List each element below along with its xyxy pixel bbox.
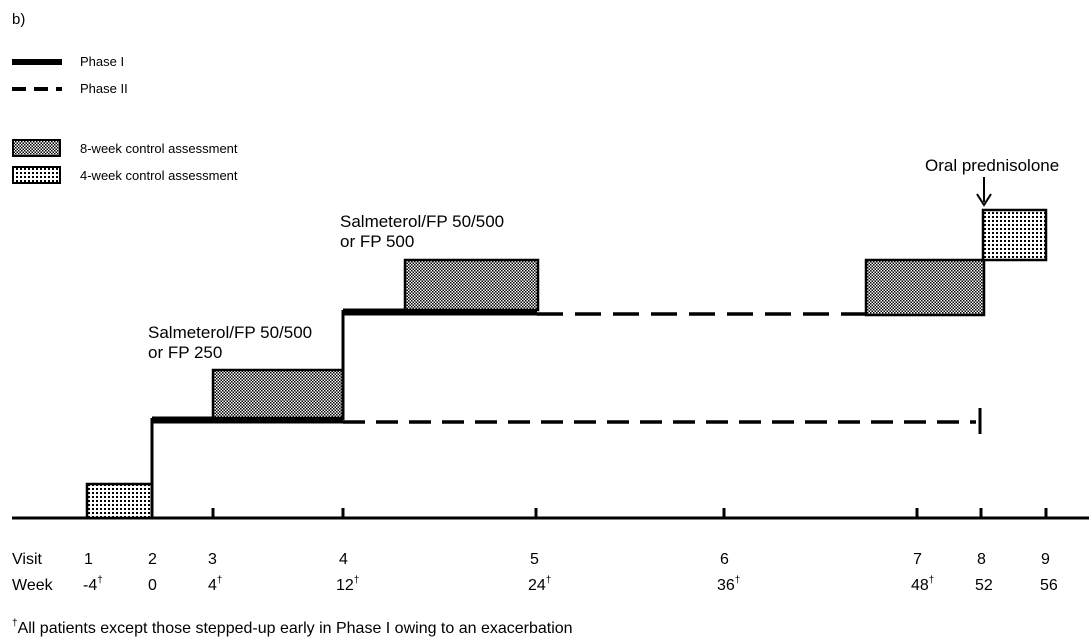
visit-1: 1: [84, 551, 93, 568]
axis-ticks: [211, 508, 1048, 518]
visit-row-label: Visit: [12, 551, 42, 568]
prednisolone-arrowhead: [976, 193, 992, 207]
step1-label-line1: Salmeterol/FP 50/500: [148, 323, 313, 342]
week-36: 36†: [717, 575, 741, 594]
visit-3: 3: [208, 551, 217, 568]
step1-8week-box: [211, 368, 345, 420]
runin-4week-box: [85, 482, 154, 520]
visit-6: 6: [720, 551, 729, 568]
step2-label: Salmeterol/FP 50/500 or FP 500: [340, 212, 504, 253]
week-12: 12†: [336, 575, 360, 594]
week-52: 52: [975, 577, 993, 594]
week-56: 56: [1040, 577, 1058, 594]
visit-4: 4: [339, 551, 348, 568]
legend-phase1-label: Phase I: [80, 54, 125, 69]
phase2-final-8week-box: [864, 258, 986, 317]
step1-label-line2: or FP 250: [148, 343, 223, 363]
step2-8week-box: [403, 258, 540, 312]
prednisolone-4week-box: [981, 208, 1048, 262]
week-minus4: -4†: [83, 575, 103, 594]
legend-4week-swatch: [12, 166, 61, 184]
week-4: 4†: [208, 575, 223, 594]
visit-8: 8: [977, 551, 986, 568]
prednisolone-label: Oral prednisolone: [925, 156, 1060, 175]
step2-label-line2: or FP 500: [340, 232, 415, 252]
visit-5: 5: [530, 551, 539, 568]
visit-9: 9: [1041, 551, 1050, 568]
week-row-label: Week: [12, 577, 53, 594]
visit-7: 7: [913, 551, 922, 568]
week-0: 0: [148, 577, 157, 594]
week-48: 48†: [911, 575, 935, 594]
step1-label: Salmeterol/FP 50/500 or FP 250: [148, 323, 312, 364]
legend-4week-label: 4-week control assessment: [80, 168, 238, 183]
legend-phase2-label: Phase II: [80, 81, 128, 96]
panel-label: b): [12, 11, 26, 28]
visit-2: 2: [148, 551, 157, 568]
footnote: †All patients except those stepped-up ea…: [12, 618, 573, 637]
legend-8week-swatch: [12, 139, 61, 157]
week-24: 24†: [528, 575, 552, 594]
step2-label-line1: Salmeterol/FP 50/500: [340, 212, 505, 231]
legend-8week-label: 8-week control assessment: [80, 141, 238, 156]
